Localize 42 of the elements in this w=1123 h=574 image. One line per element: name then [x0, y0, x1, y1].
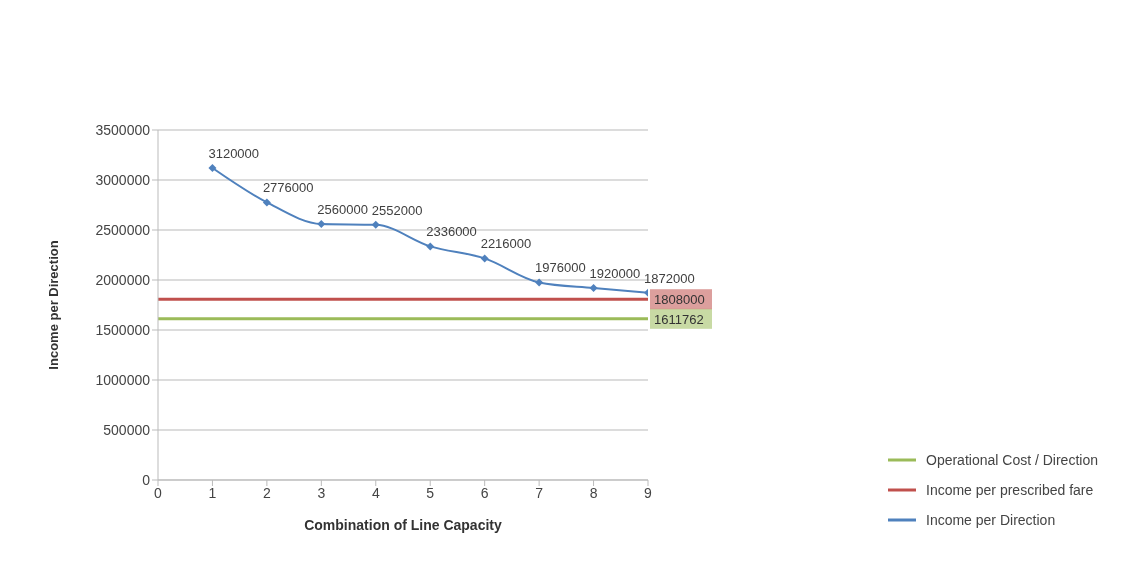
- data-label: 2776000: [262, 180, 314, 196]
- y-tick-label: 2500000: [95, 221, 151, 238]
- y-tick-label: 3500000: [95, 121, 151, 138]
- y-tick-label: 3000000: [95, 171, 151, 188]
- legend-label: Income per prescribed fare: [926, 482, 1094, 498]
- y-tick-label: 1500000: [95, 321, 151, 338]
- data-label: 1920000: [589, 266, 641, 281]
- legend-label: Operational Cost / Direction: [926, 452, 1098, 468]
- x-tick-label: 2: [262, 484, 271, 501]
- x-tick-label: 7: [535, 484, 544, 501]
- point: [535, 278, 544, 287]
- point: [480, 254, 489, 263]
- data-label: 1976000: [535, 260, 586, 276]
- point: [371, 220, 380, 229]
- x-tick-label: 8: [589, 484, 598, 501]
- data-label: 1808000: [654, 292, 705, 308]
- data-label: 3120000: [208, 146, 260, 161]
- y-tick-label: 500000: [103, 421, 151, 438]
- point: [262, 198, 271, 207]
- legend-label: Income per Direction: [926, 512, 1056, 528]
- data-label: 2216000: [480, 236, 532, 252]
- x-tick-label: 5: [426, 484, 435, 501]
- x-tick-label: 0: [154, 484, 163, 501]
- x-axis-title: Combination of Line Capacity: [304, 517, 502, 533]
- data-label: 2552000: [371, 202, 423, 218]
- x-tick-label: 4: [371, 484, 380, 501]
- data-label: 2560000: [317, 202, 368, 217]
- y-tick-label: 2000000: [95, 271, 151, 288]
- point: [317, 220, 326, 228]
- y-tick-label: 1000000: [95, 371, 151, 388]
- point: [208, 164, 217, 172]
- x-tick-label: 9: [644, 484, 653, 501]
- x-tick-label: 3: [317, 484, 326, 501]
- point: [426, 242, 435, 251]
- x-tick-label: 1: [208, 484, 217, 501]
- data-label: 2336000: [426, 224, 477, 240]
- y-axis-title: Income per Direction: [45, 240, 61, 370]
- y-tick-label: 0: [142, 471, 151, 488]
- point: [589, 284, 598, 292]
- x-tick-label: 6: [480, 484, 489, 501]
- data-label: 1611762: [654, 311, 704, 327]
- data-label: 1872000: [644, 270, 695, 286]
